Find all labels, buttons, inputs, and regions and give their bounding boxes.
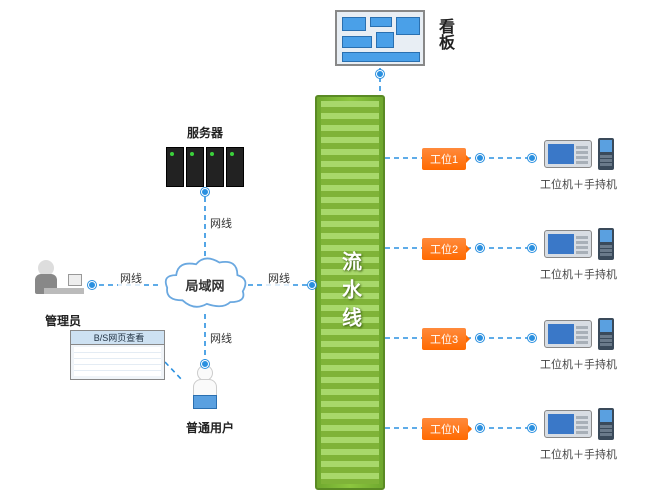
server-label: 服务器 (155, 124, 255, 141)
device-icon (544, 138, 614, 172)
station-device-n: 工位机＋手持机 (540, 408, 617, 462)
assembly-line: 流水线 (315, 95, 385, 490)
dot (201, 360, 209, 368)
dot (308, 281, 316, 289)
edge-label-user: 网线 (208, 330, 234, 346)
station-device-2: 工位机＋手持机 (540, 228, 617, 282)
station-tag-1: 工位1 (422, 148, 466, 170)
station-sub-1: 工位机＋手持机 (540, 176, 617, 192)
station-sub-3: 工位机＋手持机 (540, 356, 617, 372)
device-icon (544, 228, 614, 262)
kanban-label: 看板 (432, 18, 456, 50)
device-icon (544, 408, 614, 442)
dot (88, 281, 96, 289)
admin-node: 管理员 (28, 258, 98, 329)
bs-window-node: B/S网页查看 (70, 330, 165, 380)
server-node: 服务器 (155, 120, 255, 192)
edge-label-server: 网线 (208, 215, 234, 231)
admin-icon (28, 258, 88, 308)
user-node: 普通用户 (175, 365, 245, 436)
dot (476, 154, 484, 162)
lan-label: 局域网 (185, 276, 224, 295)
bs-window-title: B/S网页查看 (71, 331, 164, 345)
dot (528, 154, 536, 162)
station-device-1: 工位机＋手持机 (540, 138, 617, 192)
lan-cloud: 局域网 (160, 255, 250, 315)
station-tag-2: 工位2 (422, 238, 466, 260)
device-icon (544, 318, 614, 352)
station-sub-n: 工位机＋手持机 (540, 446, 617, 462)
dot (528, 334, 536, 342)
kanban-node (335, 10, 425, 66)
station-device-3: 工位机＋手持机 (540, 318, 617, 372)
station-sub-2: 工位机＋手持机 (540, 266, 617, 282)
edge-label-assembly: 网线 (266, 270, 292, 286)
admin-label: 管理员 (28, 312, 98, 329)
dot (528, 424, 536, 432)
user-label: 普通用户 (175, 419, 245, 436)
dot (476, 334, 484, 342)
assembly-label: 流水线 (336, 251, 365, 335)
station-tag-3: 工位3 (422, 328, 466, 350)
bs-window-icon: B/S网页查看 (70, 330, 165, 380)
dot (201, 188, 209, 196)
dot (376, 70, 384, 78)
station-tag-n: 工位N (422, 418, 468, 440)
server-icon (165, 147, 245, 192)
user-icon (175, 365, 235, 415)
dot (476, 244, 484, 252)
kanban-icon (335, 10, 425, 66)
edge-label-admin: 网线 (118, 270, 144, 286)
dot (528, 244, 536, 252)
dot (476, 424, 484, 432)
